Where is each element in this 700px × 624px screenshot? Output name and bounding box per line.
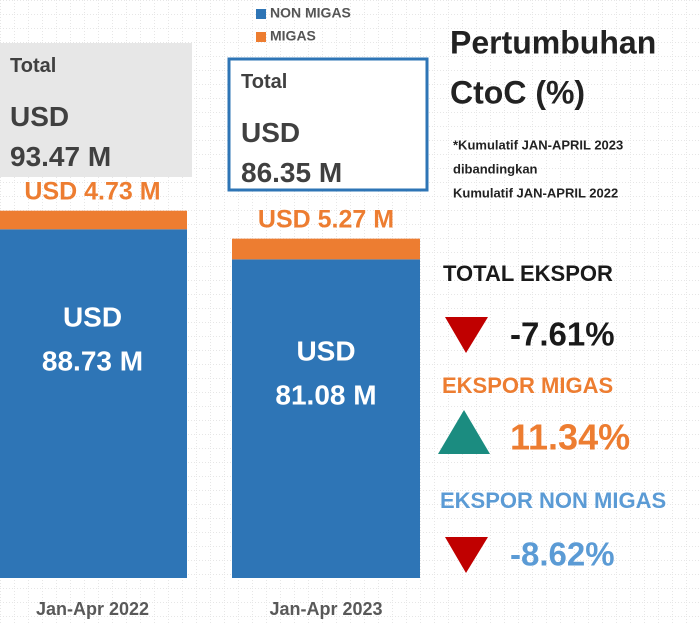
panel-title: CtoC (%) [450,74,585,110]
total-box [0,43,192,177]
legend-swatch [256,32,266,42]
arrow-down [445,537,488,573]
bar-value-label: USD 88.73 M [42,302,143,377]
total-label: Total USD 93.47 M [10,55,111,172]
total-label: Total USD 86.35 M [241,71,342,188]
arrow-up [438,410,490,454]
bar-segment [0,229,187,578]
legend-label: NON MIGAS [270,5,351,21]
legend-label: MIGAS [270,28,316,44]
x-tick-label: Jan-Apr 2023 [269,599,382,619]
total-box [227,57,429,192]
panel-title: Pertumbuhan [450,24,656,60]
growth-label: TOTAL EKSPOR [443,261,613,286]
bar-value-label: USD 4.73 M [24,177,160,205]
growth-value: 11.34% [510,417,630,458]
bar-value-label: USD 5.27 M [258,205,394,233]
note: dibandingkan [453,161,538,176]
growth-value: -7.61% [510,316,615,353]
growth-label: EKSPOR MIGAS [442,373,613,398]
note: *Kumulatif JAN-APRIL 2023 [453,137,623,152]
legend-swatch [256,9,266,19]
growth-label: EKSPOR NON MIGAS [440,488,666,513]
arrow-down [445,317,488,353]
bar-value-label: USD 81.08 M [275,336,376,411]
note: Kumulatif JAN-APRIL 2022 [453,185,618,200]
growth-value: -8.62% [510,536,615,573]
bar-segment [0,210,187,230]
x-tick-label: Jan-Apr 2022 [36,599,149,619]
bar-segment [232,259,420,578]
bar-segment [232,238,420,260]
